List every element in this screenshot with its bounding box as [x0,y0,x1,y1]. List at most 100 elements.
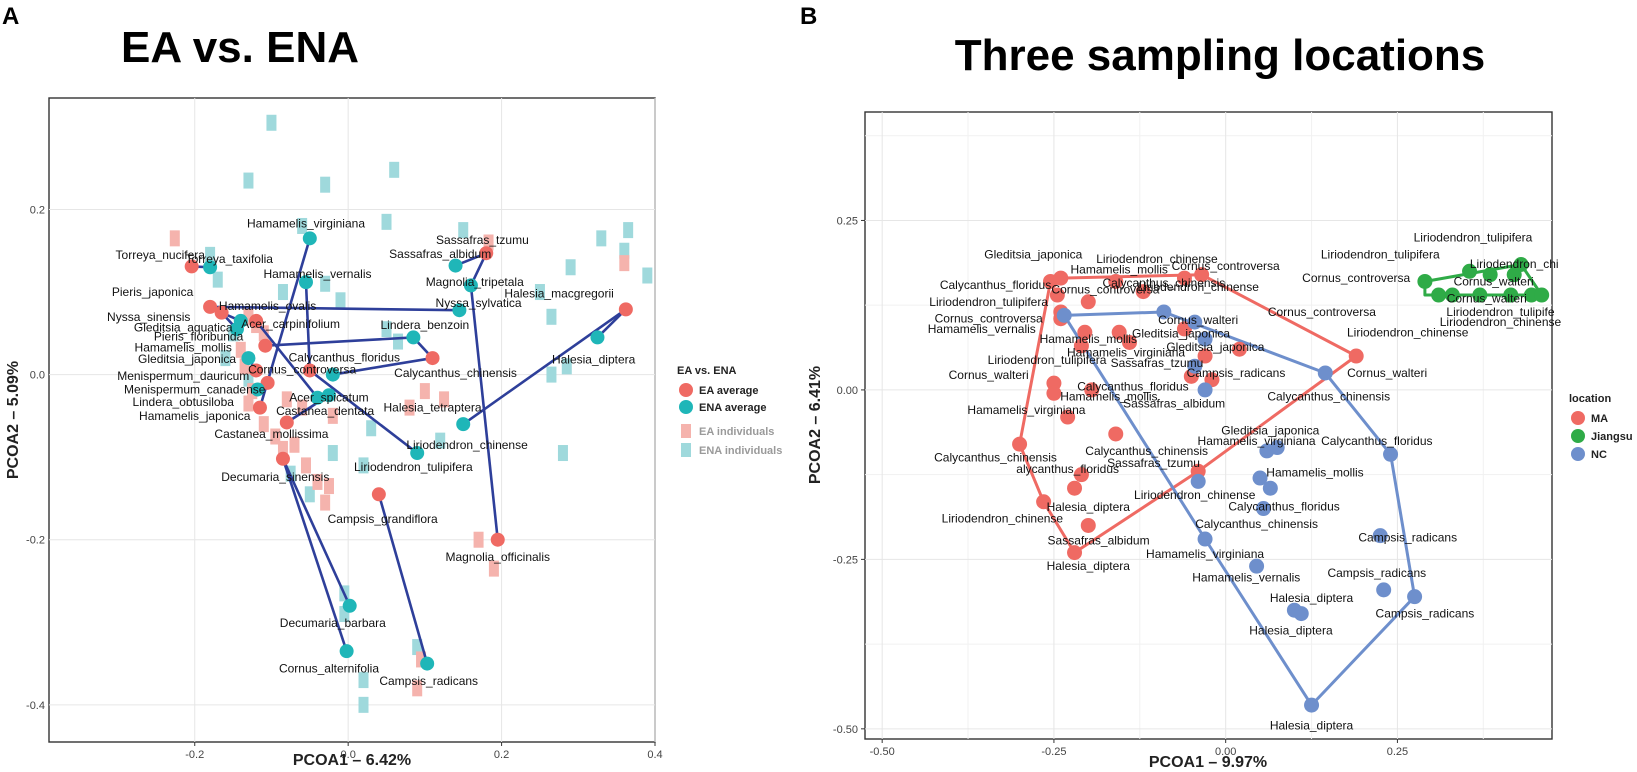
point-jiangsu [1503,287,1519,303]
panel-b-label-gleditsia-japonica: Gleditsia_japonica [1132,327,1230,341]
ena-individual-marker [266,114,277,131]
point-jiangsu [1534,287,1550,303]
panel-a-label-acer-carpinifolium: Acer_carpinifolium [241,317,340,331]
point-jiangsu [1482,267,1498,283]
point-jiangsu [1444,287,1460,303]
ena-average-point-magnolia-tripetala [463,278,478,293]
point-jiangsu [1472,287,1488,303]
legend-ena-individuals-swatch [681,443,691,457]
ea-average-point-hamamelis-mollis [258,338,273,353]
point-ma [1108,426,1124,442]
point-ma [1067,480,1083,496]
point-ma [1194,267,1210,283]
pair-link-line [377,493,429,664]
panel-b-ytick-label: -0.50 [833,724,858,736]
ea-individual-marker [312,473,323,490]
point-nc [1372,528,1388,544]
point-nc [1317,365,1333,381]
panel-b-point-labels: Liriodendron_tulipifera Liriodendron_tuli… [928,230,1562,732]
panel-b-label-cornus-controversa: Cornus_controversa [1172,259,1280,273]
panel-b-label-hamamelis-virginiana: Hamamelis_virginiana [967,403,1085,417]
ea-average-point-menispermum-dauricum [249,363,264,378]
panel-b-label-hamamelis-vernalis: Hamamelis_vernalis [928,322,1036,336]
point-nc [1187,358,1203,374]
panel-b-label-halesia-diptera: Halesia_diptera [1270,718,1354,732]
panel-b-label-liriodendron-tulipifera: Liriodendron_tulipifera [988,353,1107,367]
ena-individual-marker [205,246,216,263]
ena-individual-marker [243,370,254,387]
panel-a-legend-title: EA vs. ENA [677,365,737,377]
ena-individual-marker [381,213,392,230]
point-ma [1080,294,1096,310]
panel-b-label-gleditsia-japonica: Gleditsia_japonica [1221,424,1319,438]
ea-individual-marker [419,383,430,400]
ena-individual-marker [381,321,392,338]
ea-individual-marker [323,478,334,495]
legend-ena-average-label: ENA average [699,402,766,414]
ea-individual-marker [320,494,331,511]
panel-b-label-campsis-radicans: Campsis_radicans [1187,366,1286,380]
panel-a-label-sassafras-tzumu: Sassafras_tzumu [436,233,529,247]
ena-individual-marker [212,271,223,288]
ena-individual-marker [335,292,346,309]
point-ma [1073,467,1089,483]
panel-b-label-campsis-radicans: Campsis_radicans [1376,607,1475,621]
legend-jiangsu-label: Jiangsu [1591,431,1633,443]
panel-b-label-hamamelis-vernalis: Hamamelis_vernalis [1192,571,1300,585]
ea-individual-marker [327,407,338,424]
point-ma [1053,270,1069,286]
panel-b-label-sassafras-albidum: Sassafras_albidum [1048,533,1150,547]
ena-individual-marker [546,308,557,325]
ena-individual-marker [277,284,288,301]
legend-jiangsu-swatch [1571,429,1585,443]
panel-b-label-cornus-controversa: Cornus_controversa [1302,271,1410,285]
ea-average-point-decumaria-sinensis [275,451,290,466]
point-nc [1383,446,1399,462]
panel-b-label-cornus-walteri: Cornus_walteri [1158,313,1238,327]
panel-b-label-calycanthus-chinensis: Calycanthus_chinensis [1102,276,1225,290]
pair-link-line [281,458,348,652]
panel-b-ytick-label: 0.00 [837,385,858,397]
ena-individual-marker [297,217,308,234]
panel-b-label-liriodendron-chinense: Liriodendron_chinense [1347,325,1469,339]
ena-average-point-sassafras-albidum [448,258,463,273]
panel-b-label-calycanthus-chinensis: Calycanthus_chinensis [1267,390,1390,404]
panel-a-y-axis-title: PCOA2 – 5.09% [5,361,22,479]
ena-average-point-lindera-benzoin [406,330,421,345]
ea-individual-marker [289,436,300,453]
panel-a-title: EA vs. ENA [121,23,359,72]
ena-individual-marker [435,432,446,449]
ea-individual-marker [439,391,450,408]
panel-a-label-hamamelis-vernalis: Hamamelis_vernalis [263,267,371,281]
ena-individual-marker [327,445,338,462]
ea-individual-marker [277,440,288,457]
ena-individual-marker [304,486,315,503]
panel-b-legend: location MA Jiangsu NC [1569,393,1633,461]
ea-average-point-halesia-macgregorii [618,302,633,317]
ea-average-point-cornus-controversa [302,363,317,378]
legend-nc-swatch [1571,447,1585,461]
panel-b-label-hamamelis-mollis: Hamamelis_mollis [1071,262,1168,276]
ena-average-point-gleditsia-japonica [241,351,256,366]
panel-b-label-calycanthus-floridus: Calycanthus_floridus [940,278,1051,292]
panel-b-xtick-label: -0.50 [870,746,895,758]
ena-individual-marker [393,333,404,350]
panel-a-label-gleditsia-aquatica: Gleditsia_aquatica [134,321,233,335]
panel-a-ytick-label: -0.2 [26,535,45,547]
panel-a-label-campsis-grandiflora: Campsis_grandiflora [328,512,438,526]
panel-b-label-liriodendron-chinense: Liriodendron_chinense [1440,315,1562,329]
pair-link-line [281,458,351,607]
panel-b-x-axis-title: PCOA1 – 9.97% [1149,754,1267,771]
ena-individual-marker [619,242,630,259]
panel-b-label-liriodendron-tulipifera: Liriodendron_tulipifera [929,295,1048,309]
legend-ea-average-label: EA average [699,385,759,397]
point-nc [1407,589,1423,605]
panel-a-xtick-label: 0.0 [341,749,356,761]
ea-individual-marker [297,399,308,416]
point-ma [1348,348,1364,364]
panel-b-label-cornus-walteri: Cornus_walteri [1454,274,1534,288]
panel-a-ena-averages [203,231,605,671]
point-jiangsu [1462,263,1478,279]
panel-b-label-calycanthus-floridus: Calycanthus_floridus [1228,500,1339,514]
ea-individual-marker [258,325,269,342]
